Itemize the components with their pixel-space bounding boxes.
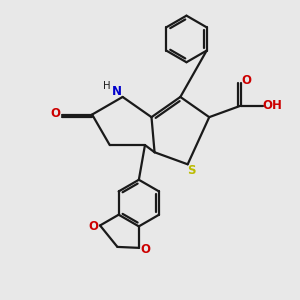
Text: OH: OH	[263, 99, 283, 112]
Text: N: N	[112, 85, 122, 98]
Text: O: O	[51, 106, 61, 120]
Text: S: S	[187, 164, 196, 177]
Text: O: O	[241, 74, 251, 87]
Text: O: O	[88, 220, 98, 233]
Text: H: H	[103, 81, 111, 91]
Text: O: O	[140, 243, 150, 256]
